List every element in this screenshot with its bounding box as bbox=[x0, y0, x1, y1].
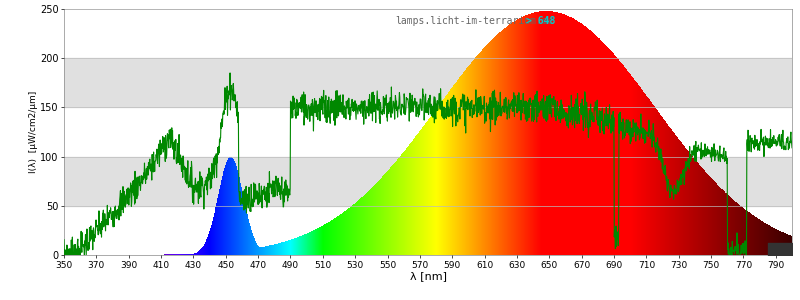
Y-axis label: I(λ)  [μW/cm2/μm]: I(λ) [μW/cm2/μm] bbox=[30, 91, 38, 173]
Bar bbox=[64, 157, 792, 206]
Text: lamps.licht-im-terrarium.de: lamps.licht-im-terrarium.de bbox=[395, 16, 554, 26]
X-axis label: λ [nm]: λ [nm] bbox=[410, 271, 446, 281]
Bar bbox=[64, 58, 792, 107]
Text: > 648: > 648 bbox=[526, 16, 556, 26]
